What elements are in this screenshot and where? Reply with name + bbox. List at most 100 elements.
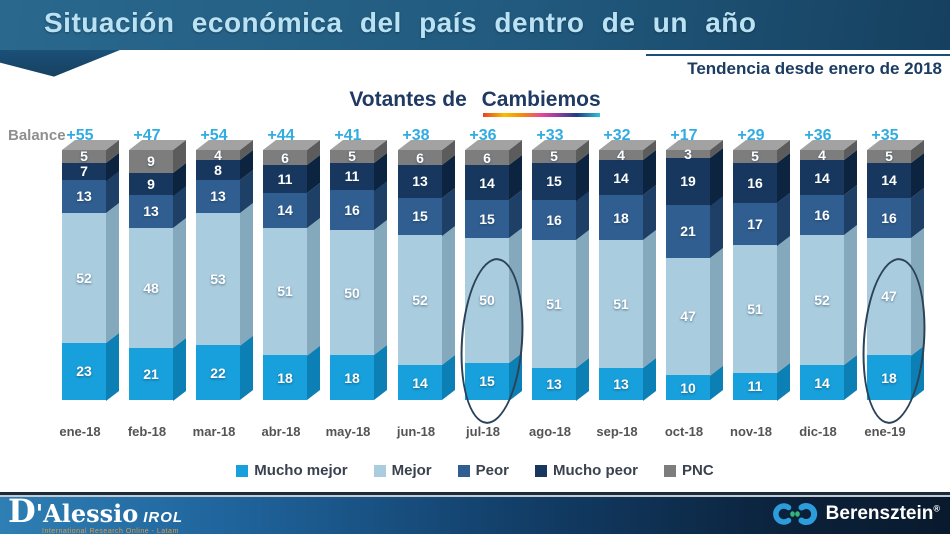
bar-segment bbox=[599, 160, 643, 195]
bar-segment bbox=[733, 372, 777, 400]
x-axis-label: feb-18 bbox=[127, 424, 167, 439]
bar-segment bbox=[62, 212, 106, 343]
bar-segment-value: 3 bbox=[684, 145, 692, 162]
bar-segment-value: 11 bbox=[277, 170, 293, 187]
bar-segment bbox=[599, 367, 643, 400]
bar-segment bbox=[733, 162, 777, 203]
bar-segment-value: 14 bbox=[277, 202, 293, 218]
bar-segment bbox=[196, 150, 240, 160]
footer-divider-dark bbox=[0, 492, 950, 495]
bar-segment bbox=[398, 165, 442, 198]
legend: Mucho mejor Mejor Peor Mucho peor PNC bbox=[0, 462, 950, 479]
stacked-bar-may-18: 18 50 16 11 5 bbox=[330, 130, 387, 400]
trend-subtitle: Tendencia desde enero de 2018 bbox=[687, 59, 942, 78]
bar-segment-value: 51 bbox=[546, 295, 562, 312]
bar-segment-value: 52 bbox=[814, 292, 830, 308]
bar-segment-value: 23 bbox=[76, 363, 92, 380]
bar-segment bbox=[129, 195, 173, 228]
balance-value: +47 bbox=[133, 127, 161, 144]
bar-segment bbox=[196, 160, 240, 180]
dalessio-irol-logo: D'Alessio IROL International Research Onl… bbox=[8, 495, 183, 535]
bar-segment-value: 5 bbox=[80, 148, 88, 165]
legend-swatch bbox=[236, 464, 249, 477]
bar-segment-value: 13 bbox=[412, 173, 428, 190]
bar-segment-side bbox=[173, 337, 186, 400]
bar-segment bbox=[599, 240, 643, 368]
legend-item-pnc: PNC bbox=[664, 462, 714, 479]
bar-segment-value: 15 bbox=[479, 373, 495, 390]
bar-segment-value: 13 bbox=[210, 188, 226, 205]
bar-segment-value: 10 bbox=[680, 379, 696, 396]
bar-segment-side bbox=[710, 194, 723, 258]
bar-segment-value: 14 bbox=[412, 374, 428, 391]
stacked-bar-sep-18: 13 51 18 14 4 bbox=[599, 130, 656, 400]
chart-title: Votantes de Cambiemos bbox=[0, 88, 950, 117]
bar-segment bbox=[465, 362, 509, 400]
bar-segment bbox=[867, 162, 911, 198]
subtitle-rule bbox=[646, 54, 950, 56]
bar-segment bbox=[867, 197, 911, 238]
bar-segment-value: 18 bbox=[613, 209, 629, 226]
bar-segment bbox=[398, 365, 442, 400]
x-axis: ene-18 feb-18 mar-18 abr-18 may-18 jun-18 jul-… bbox=[0, 424, 950, 442]
bar-segment bbox=[532, 200, 576, 240]
bar-segment-value: 8 bbox=[214, 162, 222, 178]
stacked-bar-oct-18: 10 47 21 19 3 bbox=[666, 130, 723, 400]
bar-segment-value: 15 bbox=[546, 173, 562, 190]
berensztein-wordmark: Berensztein® bbox=[825, 503, 940, 524]
x-axis-label: ene-18 bbox=[59, 424, 101, 439]
bar-segment bbox=[62, 342, 106, 400]
balance-value: +41 bbox=[334, 127, 362, 144]
bar-segment-value: 13 bbox=[76, 188, 92, 205]
stacked-bar-feb-18: 21 48 13 9 9 bbox=[129, 130, 186, 400]
berensztein-logo: Berensztein® bbox=[772, 501, 940, 527]
bar-segment-side bbox=[710, 247, 723, 375]
legend-item-mejor: Mejor bbox=[373, 462, 432, 479]
bar-segment-value: 17 bbox=[747, 215, 763, 232]
bar-segment bbox=[398, 150, 442, 165]
balance-value: +33 bbox=[536, 127, 564, 144]
bar-segment-value: 6 bbox=[281, 149, 289, 166]
bar-segment bbox=[129, 347, 173, 400]
bar-segment-value: 4 bbox=[818, 147, 826, 163]
balance-value: +38 bbox=[402, 127, 430, 144]
bar-segment-value: 15 bbox=[412, 208, 428, 225]
chart-title-prefix: Votantes de bbox=[349, 88, 467, 111]
bar-segment bbox=[263, 355, 307, 400]
legend-label: Peor bbox=[475, 462, 510, 479]
bar-segment bbox=[330, 230, 374, 355]
stacked-bar-nov-18: 11 51 17 16 5 bbox=[733, 130, 790, 400]
bar-segment-value: 5 bbox=[550, 148, 558, 165]
bar-segment-side bbox=[106, 332, 119, 400]
legend-swatch bbox=[457, 464, 470, 477]
stacked-bar-ago-18: 13 51 16 15 5 bbox=[532, 130, 589, 400]
bar-segment-value: 22 bbox=[210, 364, 226, 381]
bar-segment-value: 7 bbox=[80, 163, 88, 180]
bar-segment bbox=[666, 205, 710, 258]
dalessio-dropcap: D bbox=[8, 492, 36, 530]
header-banner: Situación económica del país dentro de u… bbox=[0, 0, 950, 50]
bar-segment bbox=[263, 150, 307, 165]
stacked-bar-abr-18: 18 51 14 11 6 bbox=[263, 130, 320, 400]
bar-segment-value: 5 bbox=[751, 148, 759, 165]
bar-segment-value: 48 bbox=[143, 279, 159, 296]
balance-value: +36 bbox=[469, 127, 497, 144]
bar-segment-value: 21 bbox=[680, 223, 696, 240]
bar-segment bbox=[532, 240, 576, 368]
bar-segment-side bbox=[173, 217, 186, 348]
x-axis-label: ene-19 bbox=[864, 424, 906, 439]
x-axis-label: mar-18 bbox=[192, 424, 236, 439]
bar-segment bbox=[800, 365, 844, 400]
bar-segment-value: 18 bbox=[881, 369, 897, 386]
bar-segment-side bbox=[844, 224, 857, 365]
registered-mark: ® bbox=[933, 503, 940, 514]
footer-bar: D'Alessio IROL International Research Onl… bbox=[0, 495, 950, 535]
bar-segment bbox=[733, 245, 777, 373]
bar-segment bbox=[129, 172, 173, 195]
x-axis-label: nov-18 bbox=[730, 424, 772, 439]
bar-segment-side bbox=[643, 229, 656, 368]
bar-segment bbox=[196, 180, 240, 213]
bar-segment bbox=[867, 237, 911, 355]
bar-segment-value: 11 bbox=[747, 378, 763, 395]
bar-segment-value: 14 bbox=[479, 174, 495, 191]
